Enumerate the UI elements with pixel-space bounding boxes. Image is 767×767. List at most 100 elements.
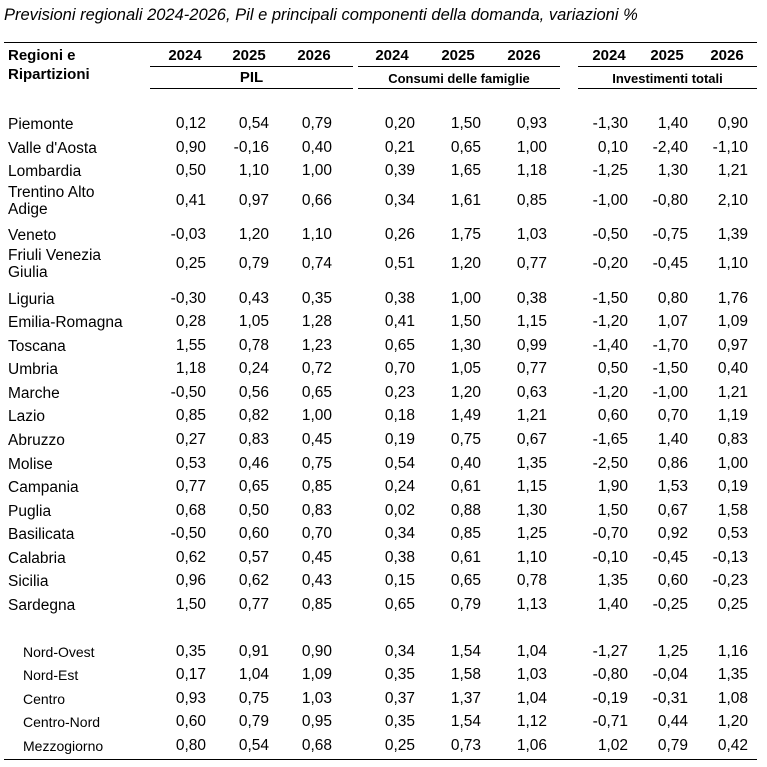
table-cell: 1,03 xyxy=(516,226,547,243)
table-cell: 0,62 xyxy=(175,549,206,566)
table-cell: 0,43 xyxy=(238,290,269,307)
table-cell: -1,50 xyxy=(592,290,628,307)
table-cell: 1,05 xyxy=(238,313,269,330)
table-cell: 1,00 xyxy=(516,139,547,156)
table-cell: 0,70 xyxy=(657,407,688,424)
table-cell: 0,35 xyxy=(301,290,332,307)
table-cell: 1,18 xyxy=(516,162,547,179)
table-cell: 1,15 xyxy=(516,313,547,330)
table-cell: 1,21 xyxy=(717,162,748,179)
group-rule-pil xyxy=(150,66,353,67)
table-cell: 1,16 xyxy=(717,643,748,660)
table-cell: -0,45 xyxy=(652,255,688,272)
table-cell: 0,61 xyxy=(450,549,481,566)
year-header: 2026 xyxy=(710,47,744,64)
table-cell: 0,40 xyxy=(301,139,332,156)
table-cell: 0,61 xyxy=(450,478,481,495)
table-cell: 0,65 xyxy=(384,596,415,613)
table-cell: 0,35 xyxy=(384,713,415,730)
table-cell: -1,27 xyxy=(592,643,628,660)
region-label: Emilia-Romagna xyxy=(8,313,123,331)
table-cell: 0,54 xyxy=(238,115,269,132)
table-cell: 0,75 xyxy=(301,455,332,472)
year-header: 2025 xyxy=(232,47,266,64)
table-cell: -0,20 xyxy=(592,255,628,272)
table-cell: 0,68 xyxy=(175,502,206,519)
table-cell: -0,50 xyxy=(170,384,206,401)
table-cell: 0,93 xyxy=(175,690,206,707)
table-cell: 0,15 xyxy=(384,572,415,589)
aggregate-label: Mezzogiorno xyxy=(23,737,104,754)
table-cell: -0,80 xyxy=(652,192,688,209)
table-cell: 0,77 xyxy=(516,255,547,272)
table-cell: 0,50 xyxy=(597,360,628,377)
table-cell: 1,75 xyxy=(450,226,481,243)
table-cell: 0,80 xyxy=(657,290,688,307)
table-cell: 0,65 xyxy=(384,337,415,354)
table-cell: 0,38 xyxy=(384,290,415,307)
table-cell: 1,25 xyxy=(516,525,547,542)
table-cell: 0,97 xyxy=(717,337,748,354)
table-cell: 1,07 xyxy=(657,313,688,330)
table-cell: 1,00 xyxy=(301,162,332,179)
group-rule-consumi xyxy=(358,66,560,67)
table-cell: 0,99 xyxy=(516,337,547,354)
table-cell: 1,23 xyxy=(301,337,332,354)
year-header: 2024 xyxy=(592,47,626,64)
table-cell: 1,03 xyxy=(516,666,547,683)
table-cell: 1,15 xyxy=(516,478,547,495)
region-label: Giulia xyxy=(8,264,48,281)
table-cell: 0,60 xyxy=(238,525,269,542)
table-cell: -0,16 xyxy=(233,139,269,156)
table-cell: 1,54 xyxy=(450,643,481,660)
table-cell: 1,50 xyxy=(450,115,481,132)
table-cell: 0,57 xyxy=(238,549,269,566)
table-cell: 0,51 xyxy=(384,255,415,272)
table-cell: 1,35 xyxy=(717,666,748,683)
table-cell: 0,44 xyxy=(657,713,688,730)
table-cell: 0,12 xyxy=(175,115,206,132)
table-cell: -0,25 xyxy=(652,596,688,613)
table-cell: 1,50 xyxy=(175,596,206,613)
table-cell: 0,93 xyxy=(516,115,547,132)
table-cell: 0,41 xyxy=(175,192,206,209)
table-cell: 1,65 xyxy=(450,162,481,179)
table-cell: -1,40 xyxy=(592,337,628,354)
group-label-pil: PIL xyxy=(239,69,264,86)
table-cell: 0,97 xyxy=(238,192,269,209)
table-cell: 1,20 xyxy=(238,226,269,243)
table-cell: 1,20 xyxy=(717,713,748,730)
table-cell: 0,43 xyxy=(301,572,332,589)
table-cell: 0,85 xyxy=(516,192,547,209)
region-label: Liguria xyxy=(8,290,55,308)
table-cell: -1,00 xyxy=(652,384,688,401)
table-cell: 0,41 xyxy=(384,313,415,330)
table-cell: 1,19 xyxy=(717,407,748,424)
table-cell: -0,19 xyxy=(592,690,628,707)
table-cell: 1,20 xyxy=(450,255,481,272)
table-cell: 0,10 xyxy=(597,139,628,156)
table-cell: 1,00 xyxy=(301,407,332,424)
table-cell: 0,79 xyxy=(238,713,269,730)
table-cell: 0,50 xyxy=(175,162,206,179)
table-cell: 0,46 xyxy=(238,455,269,472)
table-cell: 0,78 xyxy=(238,337,269,354)
header-bottom-rule-pil xyxy=(150,88,353,89)
table-cell: 0,54 xyxy=(238,737,269,754)
region-label: Calabria xyxy=(8,549,66,567)
table-cell: 0,18 xyxy=(384,407,415,424)
table-cell: 1,49 xyxy=(450,407,481,424)
table-cell: 0,38 xyxy=(516,290,547,307)
table-cell: 1,30 xyxy=(657,162,688,179)
table-cell: -2,50 xyxy=(592,455,628,472)
table-cell: 0,23 xyxy=(384,384,415,401)
table-cell: -1,25 xyxy=(592,162,628,179)
table-cell: 1,30 xyxy=(516,502,547,519)
table-cell: 0,63 xyxy=(516,384,547,401)
table-cell: 1,21 xyxy=(516,407,547,424)
table-cell: -1,50 xyxy=(652,360,688,377)
page-title: Previsioni regionali 2024-2026, Pil e pr… xyxy=(4,6,638,24)
table-cell: 0,70 xyxy=(384,360,415,377)
table-cell: 1,12 xyxy=(516,713,547,730)
table-cell: 1,10 xyxy=(717,255,748,272)
